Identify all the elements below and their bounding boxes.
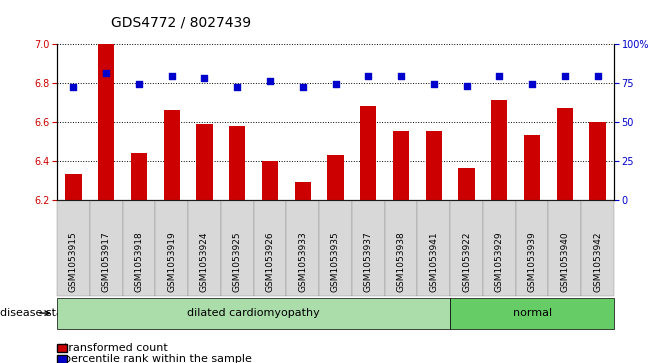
Bar bbox=[458, 168, 475, 363]
Bar bbox=[557, 108, 573, 363]
Point bbox=[363, 73, 374, 79]
Text: normal: normal bbox=[513, 308, 552, 318]
Bar bbox=[491, 100, 507, 363]
Text: GSM1053933: GSM1053933 bbox=[298, 232, 307, 292]
Text: GSM1053915: GSM1053915 bbox=[69, 232, 78, 292]
Bar bbox=[65, 174, 82, 363]
Bar bbox=[327, 155, 344, 363]
Text: GDS4772 / 8027439: GDS4772 / 8027439 bbox=[111, 15, 251, 29]
Point bbox=[527, 81, 537, 87]
Text: GSM1053918: GSM1053918 bbox=[134, 232, 144, 292]
Text: GSM1053938: GSM1053938 bbox=[397, 232, 405, 292]
Text: GSM1053925: GSM1053925 bbox=[233, 232, 242, 292]
Text: GSM1053935: GSM1053935 bbox=[331, 232, 340, 292]
Point bbox=[101, 70, 111, 76]
Text: percentile rank within the sample: percentile rank within the sample bbox=[57, 354, 252, 363]
Text: GSM1053940: GSM1053940 bbox=[560, 232, 569, 292]
Point bbox=[68, 84, 79, 90]
Bar bbox=[262, 161, 278, 363]
Text: GSM1053922: GSM1053922 bbox=[462, 232, 471, 292]
Text: dilated cardiomyopathy: dilated cardiomyopathy bbox=[187, 308, 320, 318]
Text: transformed count: transformed count bbox=[57, 343, 168, 354]
Text: GSM1053929: GSM1053929 bbox=[495, 232, 504, 292]
Text: GSM1053939: GSM1053939 bbox=[527, 232, 537, 292]
Text: GSM1053917: GSM1053917 bbox=[102, 232, 111, 292]
Text: GSM1053937: GSM1053937 bbox=[364, 232, 373, 292]
Bar bbox=[524, 135, 540, 363]
Point bbox=[134, 81, 144, 87]
Text: GSM1053924: GSM1053924 bbox=[200, 232, 209, 292]
Bar bbox=[98, 44, 114, 363]
Bar bbox=[425, 131, 442, 363]
Point bbox=[396, 73, 407, 79]
Point bbox=[461, 83, 472, 89]
Bar bbox=[197, 123, 213, 363]
Point bbox=[166, 73, 177, 79]
Text: disease state: disease state bbox=[0, 308, 74, 318]
Bar bbox=[229, 126, 246, 363]
Point bbox=[330, 81, 341, 87]
Point bbox=[232, 84, 243, 90]
Point bbox=[199, 75, 210, 81]
Point bbox=[428, 81, 439, 87]
Text: GSM1053926: GSM1053926 bbox=[266, 232, 274, 292]
Point bbox=[560, 73, 570, 79]
Bar bbox=[360, 106, 376, 363]
Point bbox=[297, 84, 308, 90]
Point bbox=[494, 73, 505, 79]
Text: GSM1053942: GSM1053942 bbox=[593, 232, 602, 292]
Point bbox=[592, 73, 603, 79]
Bar bbox=[295, 182, 311, 363]
Text: GSM1053941: GSM1053941 bbox=[429, 232, 438, 292]
Bar bbox=[393, 131, 409, 363]
Bar bbox=[131, 153, 147, 363]
Bar bbox=[589, 122, 606, 363]
Text: GSM1053919: GSM1053919 bbox=[167, 232, 176, 292]
Point bbox=[264, 78, 275, 84]
Bar bbox=[164, 110, 180, 363]
